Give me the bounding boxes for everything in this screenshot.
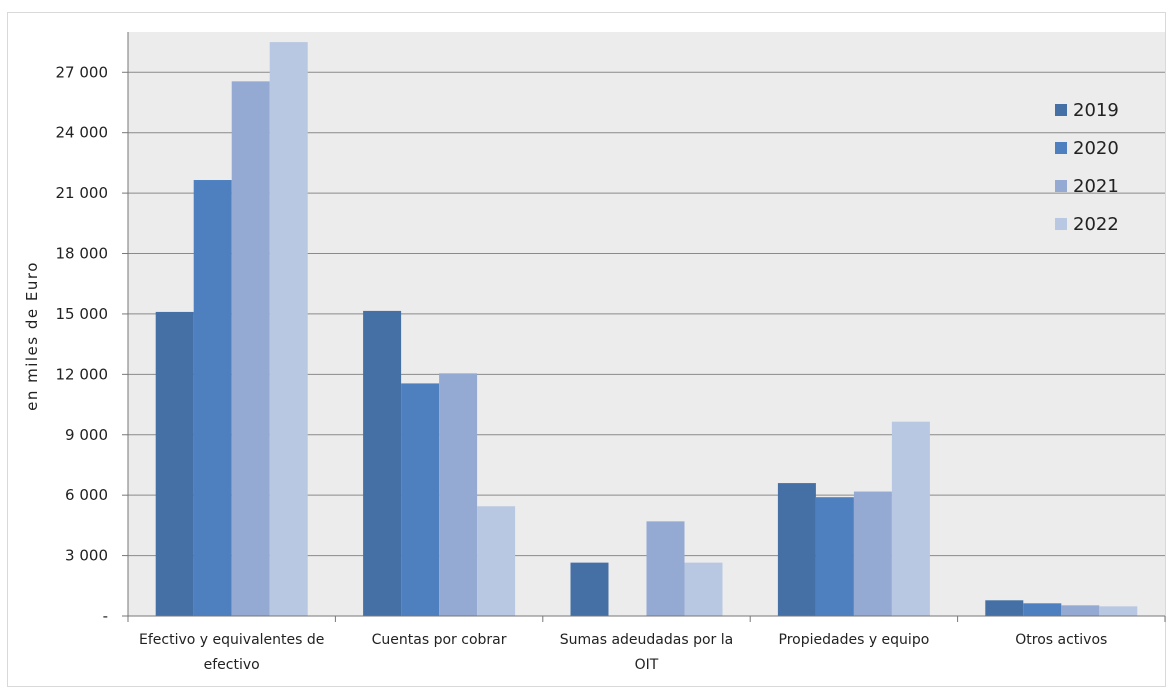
legend-swatch-2020 <box>1055 142 1067 154</box>
y-tick-label: 18 000 <box>56 245 109 263</box>
x-category-labels: Efectivo y equivalentes de efectivo Cuenta… <box>139 632 1107 673</box>
y-tick-labels: - 3 000 6 000 9 000 12 000 15 000 18 000 21 000… <box>56 63 109 625</box>
bar-2022 <box>269 42 308 616</box>
legend-label-2022: 2022 <box>1073 214 1119 235</box>
legend-swatch-2022 <box>1055 218 1067 230</box>
bar-2020 <box>401 383 440 616</box>
y-tick-label: 3 000 <box>65 547 108 565</box>
bar-2019 <box>985 600 1024 616</box>
bar-2019 <box>155 311 194 616</box>
legend: 2019 2020 2021 2022 <box>1055 100 1119 235</box>
legend-label-2021: 2021 <box>1073 176 1119 197</box>
bar-2019 <box>363 310 402 616</box>
bar-2021 <box>646 521 685 616</box>
y-tick-label: - <box>103 607 108 625</box>
y-tick-label: 9 000 <box>65 426 108 444</box>
x-category-label: efectivo <box>204 657 260 673</box>
bar-2019 <box>570 562 609 616</box>
y-tick-label: 6 000 <box>65 486 108 504</box>
bars <box>155 42 1138 616</box>
x-category-label: Propiedades y equipo <box>779 632 930 648</box>
bar-2020 <box>193 180 232 616</box>
bar-2020 <box>1023 603 1062 616</box>
y-tick-label: 24 000 <box>56 124 109 142</box>
axes <box>127 32 1166 622</box>
y-tick-label: 21 000 <box>56 184 109 202</box>
bar-2020 <box>815 497 854 616</box>
bar-2022 <box>1099 606 1138 616</box>
bar-2019 <box>777 483 816 616</box>
x-category-label: OIT <box>635 657 659 673</box>
bar-2022 <box>477 506 516 616</box>
y-tick-label: 27 000 <box>56 63 109 81</box>
legend-label-2020: 2020 <box>1073 138 1119 159</box>
bar-2021 <box>439 373 478 616</box>
y-tick-label: 12 000 <box>56 365 109 383</box>
bar-2021 <box>1061 605 1100 616</box>
legend-swatch-2021 <box>1055 180 1067 192</box>
x-category-label: Sumas adeudadas por la <box>560 632 733 648</box>
bar-2022 <box>891 421 930 616</box>
x-category-label: Cuentas por cobrar <box>372 632 507 648</box>
bar-2021 <box>231 81 270 616</box>
legend-swatch-2019 <box>1055 104 1067 116</box>
bar-2021 <box>853 491 892 616</box>
legend-label-2019: 2019 <box>1073 100 1119 121</box>
y-axis-title: en miles de Euro <box>23 261 41 411</box>
bar-2022 <box>684 562 723 616</box>
x-category-label: Otros activos <box>1015 632 1107 648</box>
y-tick-label: 15 000 <box>56 305 109 323</box>
x-category-label: Efectivo y equivalentes de <box>139 632 324 648</box>
